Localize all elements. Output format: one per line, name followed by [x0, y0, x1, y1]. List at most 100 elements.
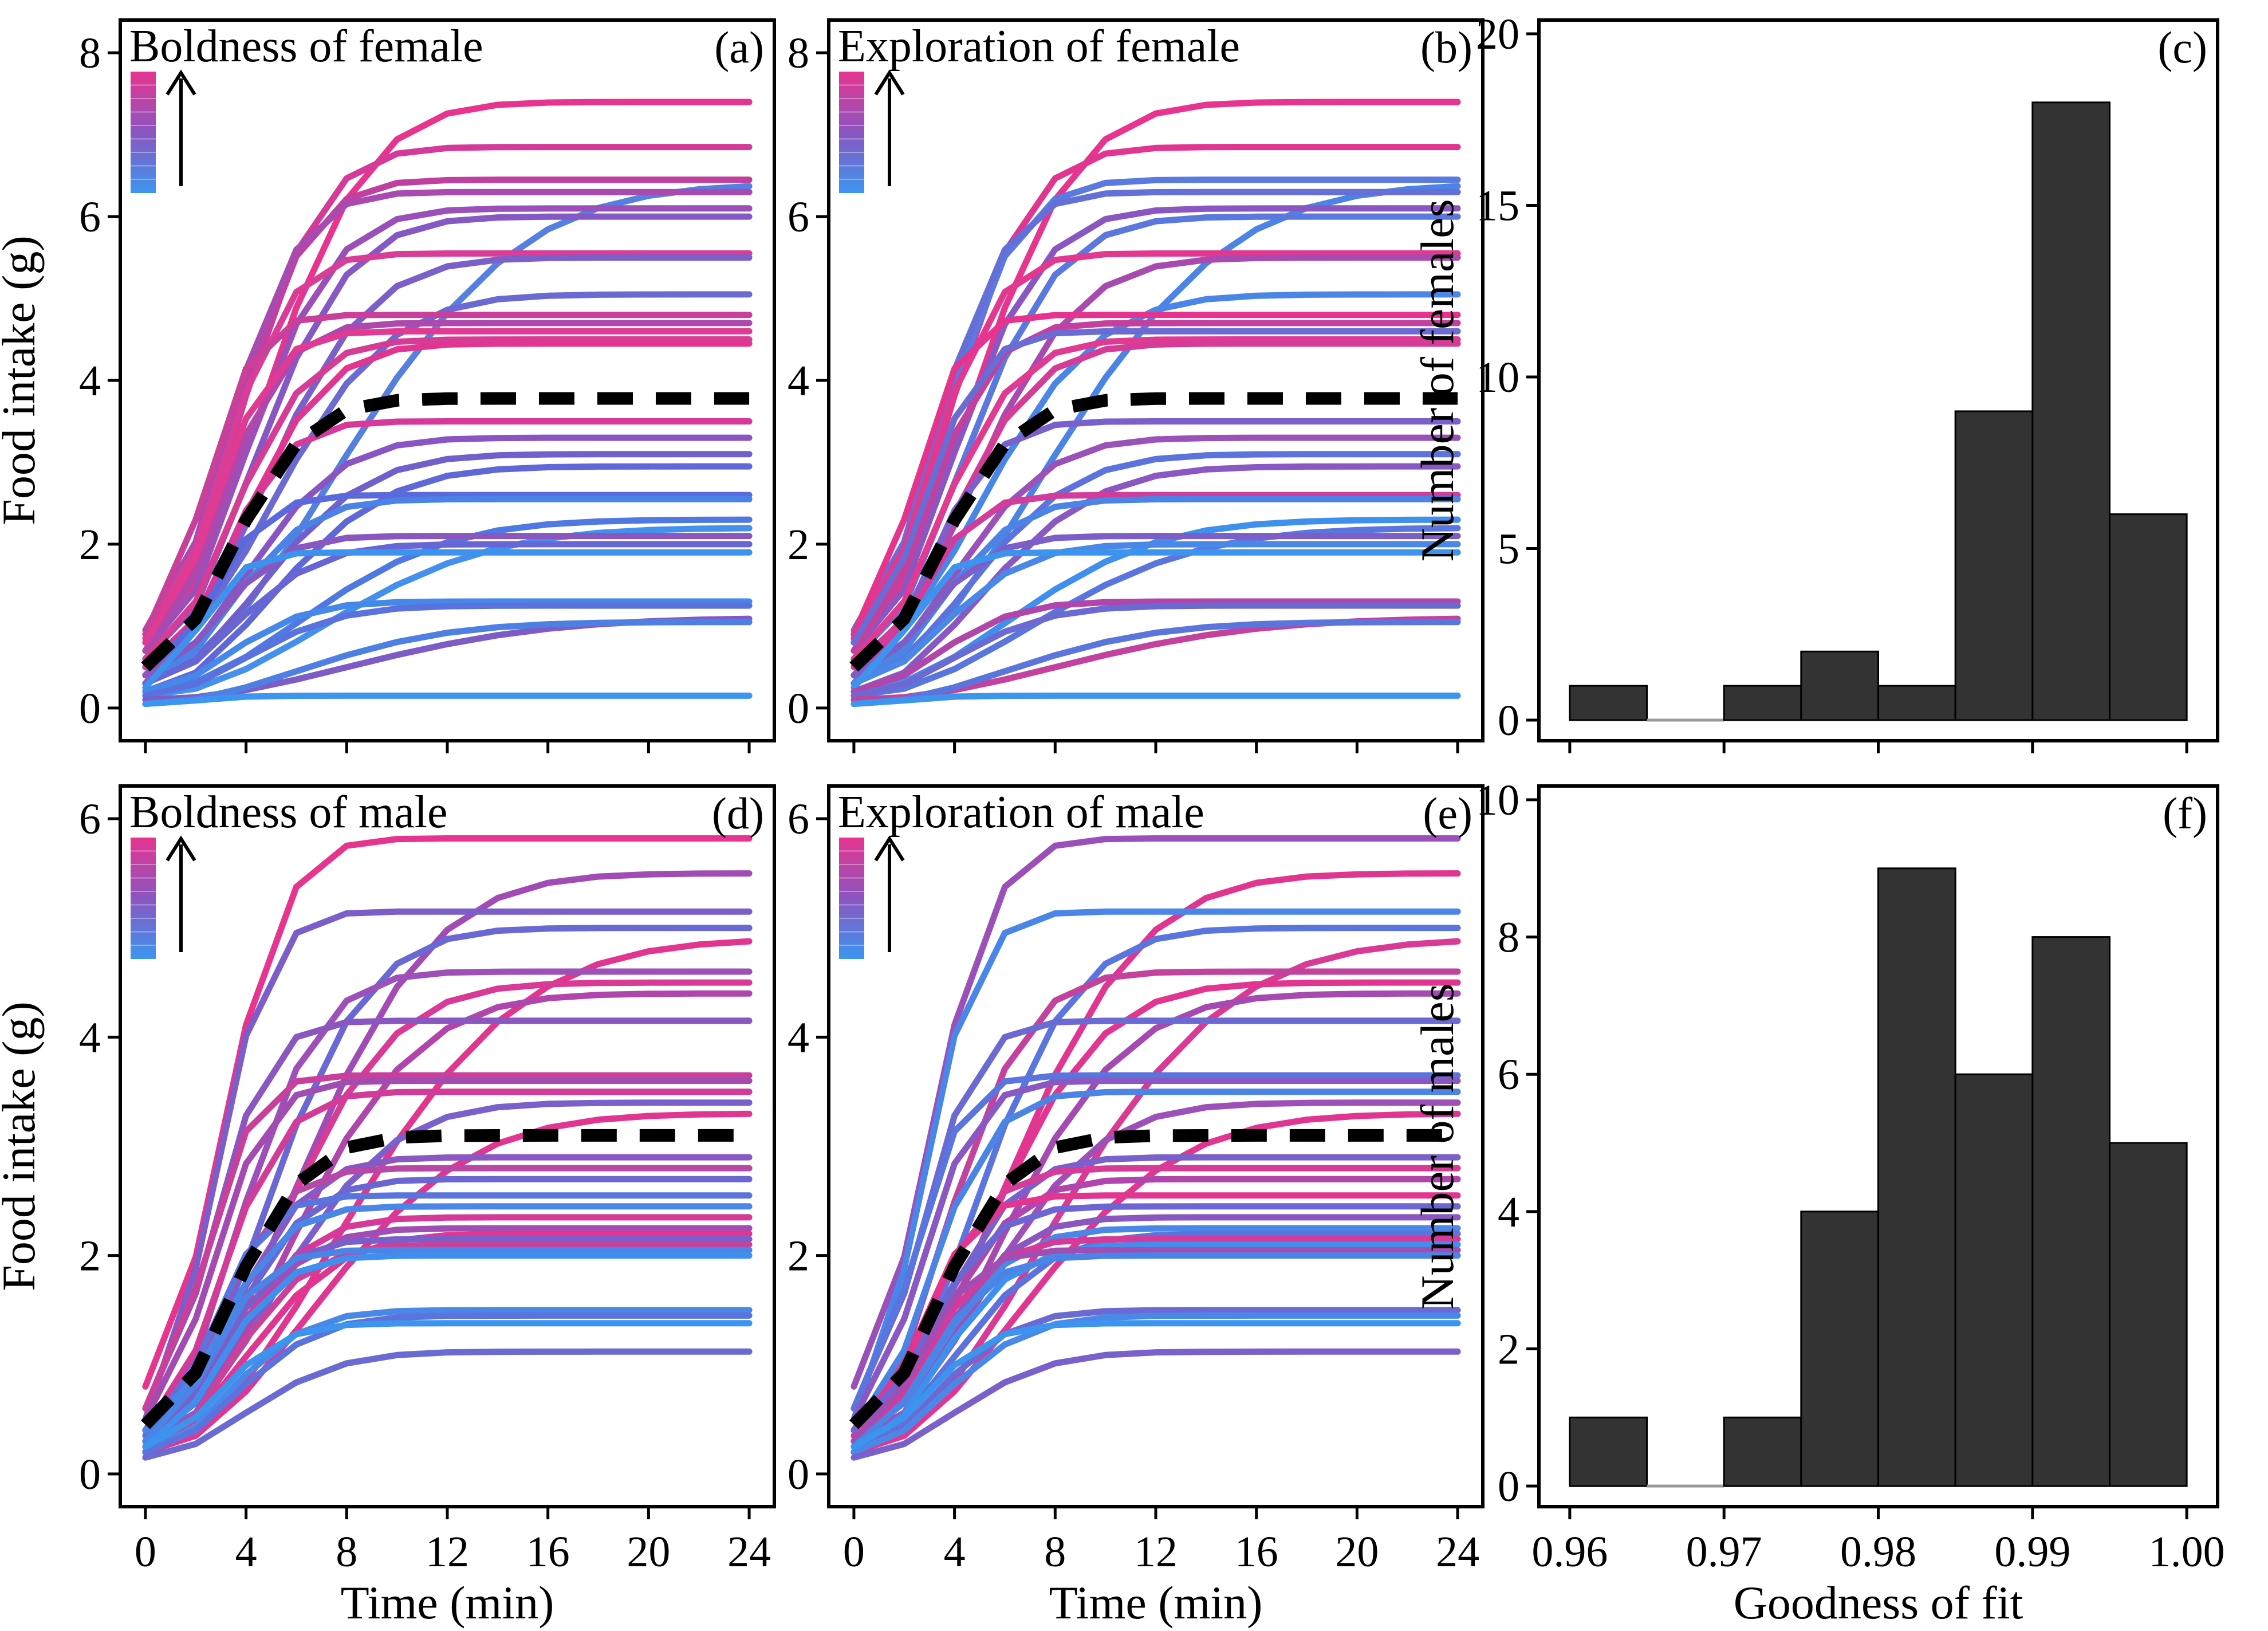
panel-title: Exploration of male — [838, 787, 1204, 838]
series-line-9 — [850, 1017, 1461, 1412]
series-line-20 — [850, 492, 1461, 679]
x-tick-label: 20 — [627, 1528, 670, 1576]
x-tick-label: 12 — [426, 1528, 469, 1576]
series-line-24 — [850, 533, 1461, 679]
series-line-13 — [142, 328, 753, 646]
series-line-3 — [850, 908, 1461, 1422]
series-line-1 — [142, 835, 753, 1390]
y-tick-label: 2 — [788, 521, 809, 569]
panel-title: Boldness of male — [129, 787, 447, 838]
histogram-bar-5 — [1877, 685, 1956, 721]
series-line-28 — [142, 1312, 753, 1456]
y-tick-label: 8 — [79, 29, 101, 77]
plot-area-d — [141, 835, 753, 1461]
y-tick-label: 4 — [1498, 1188, 1519, 1236]
series-line-12 — [142, 1088, 753, 1434]
x-tick-label: 20 — [1335, 1528, 1379, 1576]
histogram-bar-6 — [1954, 410, 2034, 721]
y-tick-label: 10 — [1476, 353, 1519, 402]
y-tick-label: 6 — [79, 795, 101, 843]
histogram-bar-5 — [1877, 867, 1956, 1487]
series-line-26 — [850, 1252, 1461, 1450]
series-line-10 — [142, 291, 753, 662]
panel-a: 0 2 4 6 8 Food intake (g) Boldness of female (a… — [0, 18, 776, 753]
series-line-25 — [850, 1247, 1461, 1445]
panel-tag: (e) — [1423, 788, 1472, 838]
series-line-31 — [142, 692, 753, 708]
series-line-27 — [142, 1307, 753, 1456]
color-scale-bar — [131, 72, 156, 193]
panel-title: Boldness of female — [129, 21, 483, 72]
series-line-27 — [850, 1307, 1461, 1456]
series-line-26 — [142, 1252, 753, 1450]
panel-title: Exploration of female — [838, 21, 1240, 72]
plot-area-f — [1569, 867, 2188, 1488]
series-line-12 — [850, 1088, 1461, 1434]
y-tick-label: 6 — [1498, 1051, 1519, 1099]
series-line-18 — [850, 1192, 1461, 1439]
y-tick-label: 6 — [788, 795, 809, 843]
x-tick-label: 8 — [1044, 1528, 1066, 1576]
series-line-30 — [142, 1348, 753, 1461]
series-line-9 — [142, 1017, 753, 1412]
histogram-bar-7 — [2031, 101, 2110, 721]
series-line-30 — [850, 619, 1461, 708]
y-tick-label: 4 — [79, 1013, 101, 1062]
series-line-24 — [142, 533, 753, 679]
histogram-bar-4 — [1800, 1211, 1879, 1487]
x-tick-label: 0 — [135, 1528, 156, 1576]
series-line-23 — [142, 1236, 753, 1445]
histogram-bar-1 — [1569, 685, 1648, 721]
series-line-28 — [142, 602, 753, 699]
y-axis-label: Food intake (g) — [0, 235, 45, 525]
series-line-10 — [850, 1072, 1461, 1412]
y-tick-label: 2 — [79, 1232, 101, 1280]
x-tick-label: 0.98 — [1840, 1528, 1916, 1576]
increase-arrow-icon — [166, 835, 196, 862]
x-tick-label: 0.99 — [1994, 1528, 2070, 1576]
y-tick-label: 0 — [79, 685, 101, 733]
x-tick-label: 24 — [727, 1528, 771, 1576]
plot-area-b — [849, 99, 1461, 708]
series-line-30 — [142, 619, 753, 708]
histogram-bar-3 — [1723, 1416, 1802, 1487]
panel-tag: (b) — [1420, 22, 1472, 72]
series-line-12 — [142, 320, 753, 654]
series-line-23 — [850, 1236, 1461, 1445]
series-line-25 — [850, 541, 1461, 687]
y-tick-label: 0 — [788, 685, 809, 733]
series-line-26 — [850, 549, 1461, 691]
histogram-bar-8 — [2108, 513, 2188, 721]
histogram-bar-1 — [1569, 1416, 1648, 1487]
plot-area-c — [1569, 101, 2188, 722]
x-tick-label: 16 — [526, 1528, 570, 1576]
series-line-10 — [850, 291, 1461, 662]
series-line-11 — [142, 1078, 753, 1422]
x-tick-label: 0.97 — [1686, 1528, 1762, 1576]
y-tick-label: 8 — [1498, 914, 1519, 962]
x-axis-label: Goodness of fit — [1734, 1577, 2023, 1629]
series-line-14 — [850, 336, 1461, 662]
y-tick-label: 2 — [79, 521, 101, 569]
histogram-bar-7 — [2031, 936, 2110, 1487]
series-line-19 — [142, 1203, 753, 1434]
series-line-8 — [142, 250, 753, 638]
x-tick-label: 12 — [1134, 1528, 1178, 1576]
y-tick-label: 2 — [1498, 1325, 1519, 1373]
y-tick-label: 0 — [79, 1451, 101, 1499]
series-line-12 — [850, 320, 1461, 654]
series-line-19 — [142, 463, 753, 695]
x-tick-label: 4 — [235, 1528, 257, 1576]
plot-area-a — [141, 99, 753, 708]
series-line-3 — [142, 908, 753, 1422]
panel-b: 0 2 4 6 8 Exploration of female (b) — [788, 18, 1485, 753]
x-tick-label: 24 — [1436, 1528, 1479, 1576]
panel-tag: (f) — [2163, 788, 2207, 838]
y-tick-label: 4 — [79, 357, 101, 405]
series-line-24 — [850, 1241, 1461, 1456]
series-line-1 — [850, 835, 1461, 1390]
series-line-31 — [850, 692, 1461, 708]
